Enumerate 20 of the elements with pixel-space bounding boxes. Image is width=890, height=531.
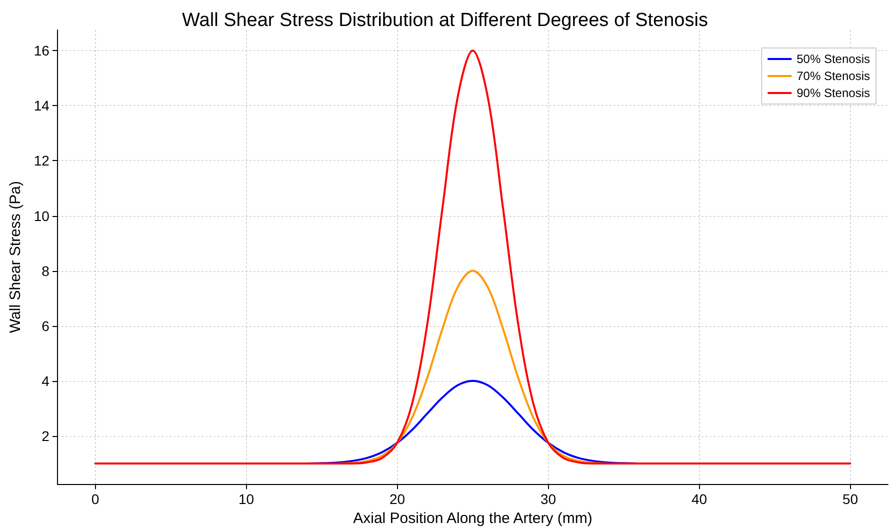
legend-label: 50% Stenosis <box>796 52 870 66</box>
legend-label: 70% Stenosis <box>796 69 870 83</box>
x-tick-label: 0 <box>91 491 100 508</box>
x-tick-label: 50 <box>842 491 858 508</box>
y-tick-label: 14 <box>34 98 50 114</box>
y-tick-label: 12 <box>34 152 50 169</box>
y-tick-label: 8 <box>42 262 50 279</box>
y-axis-title: Wall Shear Stress (Pa) <box>7 181 24 334</box>
x-axis-title: Axial Position Along the Artery (mm) <box>353 510 592 527</box>
x-tick-label: 40 <box>691 491 708 508</box>
chart-title: Wall Shear Stress Distribution at Different Degrees of Stenosis <box>182 10 708 31</box>
x-tick-label: 10 <box>238 491 254 508</box>
y-tick-label: 10 <box>34 208 50 224</box>
legend-label: 90% Stenosis <box>796 86 870 100</box>
y-tick-label: 2 <box>42 428 50 444</box>
y-tick-label: 6 <box>42 318 50 334</box>
x-tick-label: 20 <box>389 491 406 508</box>
y-tick-label: 4 <box>42 372 50 389</box>
x-tick-label: 30 <box>540 491 556 508</box>
y-tick-label: 16 <box>34 42 50 59</box>
